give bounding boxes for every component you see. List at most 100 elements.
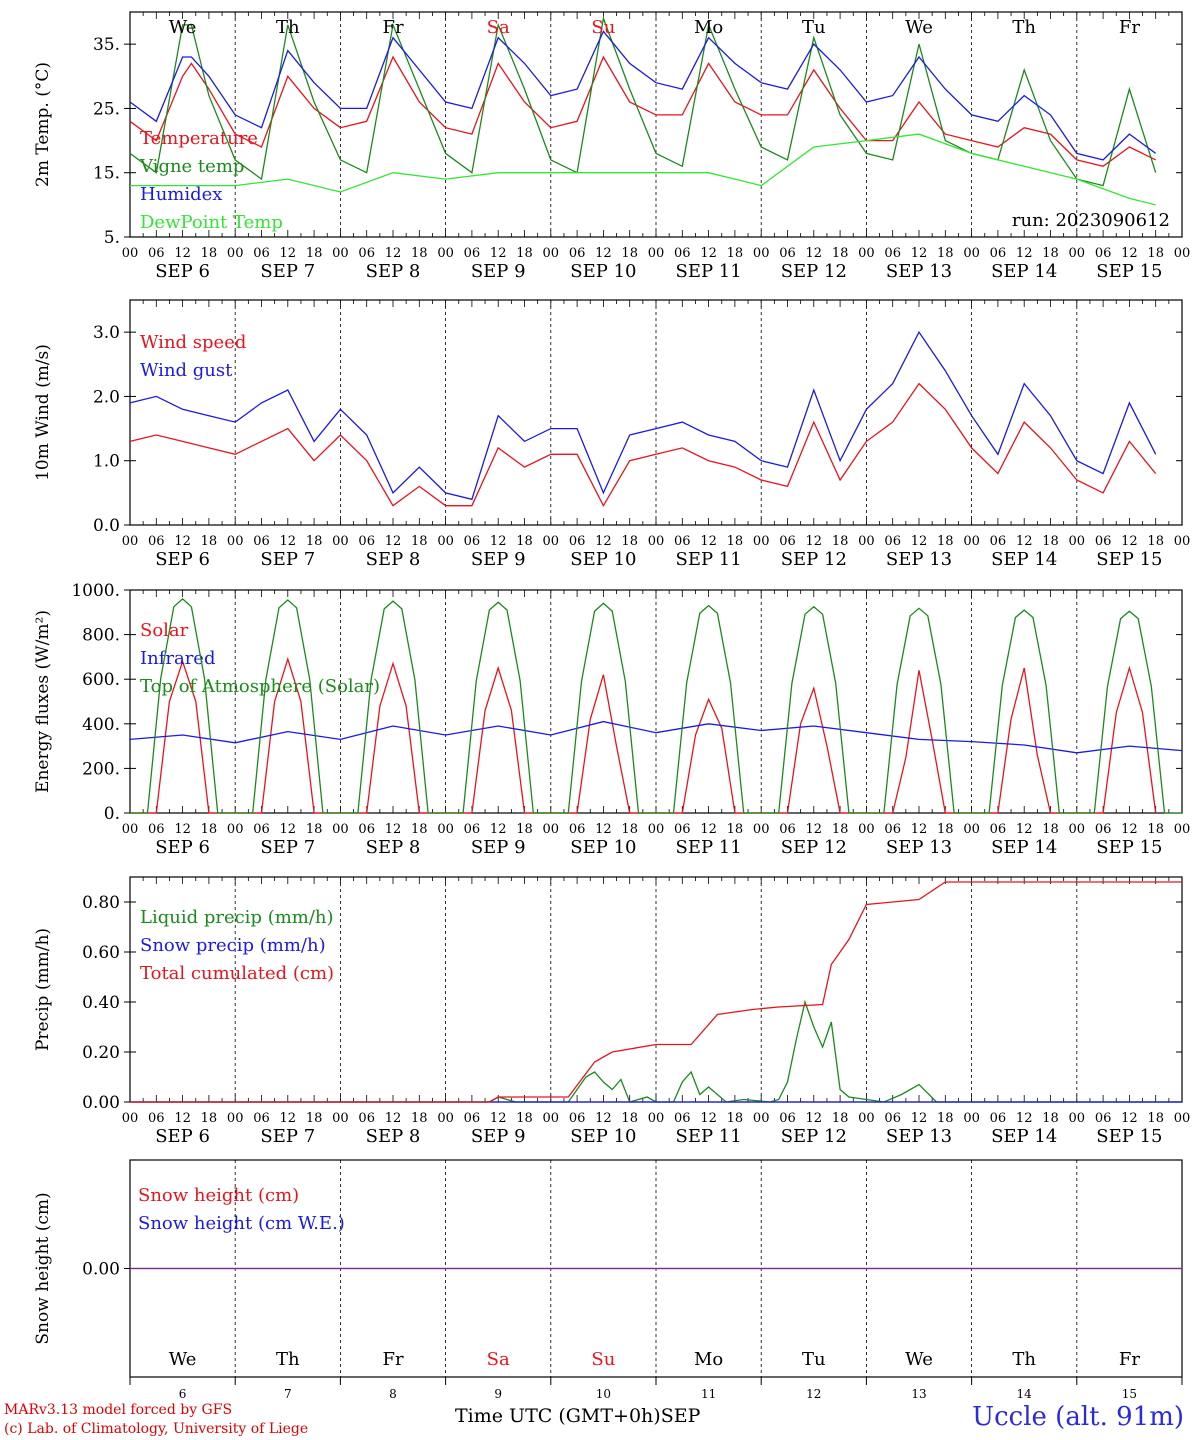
hour-label-temp: 06: [990, 246, 1007, 261]
series-line-wind-0: [129, 382, 1157, 508]
hour-label-wind: 12: [490, 534, 507, 549]
hour-label-precip: 06: [253, 1111, 270, 1126]
hour-label-energy: 12: [700, 822, 717, 837]
day-number: 7: [284, 1387, 292, 1401]
hour-label-temp: 00: [963, 246, 980, 261]
y-tick-label-energy: 1000.: [71, 581, 120, 601]
hour-label-energy: 18: [1042, 822, 1059, 837]
hour-label-wind: 06: [884, 534, 901, 549]
hour-label-energy: 12: [595, 822, 612, 837]
hour-label-wind: 12: [700, 534, 717, 549]
hour-label-temp: 06: [464, 246, 481, 261]
hour-label-precip: 00: [648, 1111, 665, 1126]
day-name-bottom: Th: [1012, 1349, 1036, 1370]
y-tick-label-temp: 25.: [93, 99, 120, 119]
hour-label-energy: 18: [201, 822, 218, 837]
hour-label-energy: 00: [332, 822, 349, 837]
date-label-precip: SEP 12: [781, 1126, 847, 1147]
hour-label-wind: 00: [858, 534, 875, 549]
date-label-precip: SEP 15: [1096, 1126, 1162, 1147]
station-name: Uccle (alt. 91m): [972, 1402, 1184, 1432]
hour-label-precip: 12: [595, 1111, 612, 1126]
y-tick-label-temp: 35.: [93, 35, 120, 55]
hour-label-precip: 06: [779, 1111, 796, 1126]
date-label-energy: SEP 13: [886, 837, 952, 858]
hour-label-temp: 00: [648, 246, 665, 261]
hour-label-wind: 18: [832, 534, 849, 549]
model-credit: MARv3.13 model forced by GFS: [4, 1402, 233, 1418]
date-label-energy: SEP 14: [991, 837, 1057, 858]
legend-temp-3: DewPoint Temp: [140, 212, 283, 233]
y-axis-label-temp: 2m Temp. (°C): [33, 62, 53, 187]
hour-label-temp: 06: [1095, 246, 1112, 261]
date-label-wind: SEP 12: [781, 549, 847, 570]
hour-label-wind: 18: [1042, 534, 1059, 549]
hour-label-temp: 00: [858, 246, 875, 261]
y-tick-label-energy: 600.: [82, 670, 120, 690]
date-label-temp: SEP 15: [1096, 261, 1162, 282]
hour-label-wind: 12: [385, 534, 402, 549]
hour-label-precip: 06: [884, 1111, 901, 1126]
hour-label-wind: 12: [911, 534, 928, 549]
hour-label-energy: 12: [911, 822, 928, 837]
hour-label-precip: 06: [358, 1111, 375, 1126]
hour-label-temp: 00: [437, 246, 454, 261]
hour-label-wind: 12: [1016, 534, 1033, 549]
date-label-wind: SEP 9: [471, 549, 526, 570]
day-number: 8: [389, 1387, 397, 1401]
hour-label-wind: 00: [963, 534, 980, 549]
date-label-wind: SEP 15: [1096, 549, 1162, 570]
day-name-bottom: Th: [276, 1349, 300, 1370]
y-tick-label-temp: 5.: [104, 228, 120, 248]
hour-label-wind: 00: [122, 534, 139, 549]
date-label-precip: SEP 10: [570, 1126, 636, 1147]
day-number: 9: [494, 1387, 502, 1401]
day-number: 12: [806, 1387, 821, 1401]
legend-precip-0: Liquid precip (mm/h): [140, 907, 334, 928]
hour-label-energy: 00: [1069, 822, 1086, 837]
hour-label-wind: 18: [306, 534, 323, 549]
date-label-wind: SEP 8: [366, 549, 421, 570]
date-label-wind: SEP 10: [570, 549, 636, 570]
hour-label-precip: 00: [122, 1111, 139, 1126]
date-label-energy: SEP 11: [675, 837, 741, 858]
y-tick-label-energy: 200.: [82, 759, 120, 779]
date-label-precip: SEP 13: [886, 1126, 952, 1147]
hour-label-wind: 00: [648, 534, 665, 549]
hour-label-energy: 12: [174, 822, 191, 837]
day-number: 6: [179, 1387, 187, 1401]
date-label-temp: SEP 11: [675, 261, 741, 282]
hour-label-wind: 06: [358, 534, 375, 549]
hour-label-wind: 18: [516, 534, 533, 549]
series-line-temp-3: [130, 133, 1156, 206]
hour-label-energy: 00: [858, 822, 875, 837]
date-label-precip: SEP 9: [471, 1126, 526, 1147]
hour-label-wind: 18: [201, 534, 218, 549]
hour-label-energy: 18: [306, 822, 323, 837]
hour-label-energy: 06: [1095, 822, 1112, 837]
legend-energy-1: Infrared: [140, 648, 215, 669]
hour-label-precip: 06: [569, 1111, 586, 1126]
y-tick-label-precip: 0.20: [82, 1043, 120, 1063]
hour-label-energy: 18: [621, 822, 638, 837]
hour-label-temp: 06: [884, 246, 901, 261]
day-name-bottom: We: [169, 1349, 197, 1370]
date-label-temp: SEP 12: [781, 261, 847, 282]
hour-label-energy: 12: [1121, 822, 1138, 837]
legend-temp-2: Humidex: [140, 184, 222, 205]
hour-label-energy: 18: [937, 822, 954, 837]
hour-label-precip: 18: [1042, 1111, 1059, 1126]
hour-label-temp: 12: [806, 246, 823, 261]
date-label-precip: SEP 7: [260, 1126, 315, 1147]
hour-label-wind: 06: [674, 534, 691, 549]
legend-temp-0: Temperature: [140, 128, 258, 149]
date-label-energy: SEP 9: [471, 837, 526, 858]
hour-label-temp: 00: [1174, 246, 1191, 261]
day-name-bottom: We: [905, 1349, 933, 1370]
hour-label-temp: 12: [490, 246, 507, 261]
series-line-energy-0: [130, 656, 1157, 814]
hour-label-precip: 12: [911, 1111, 928, 1126]
panel-frame-temp: [129, 11, 1183, 238]
hour-label-temp: 12: [911, 246, 928, 261]
x-axis-title: Time UTC (GMT+0h)SEP: [455, 1405, 700, 1427]
